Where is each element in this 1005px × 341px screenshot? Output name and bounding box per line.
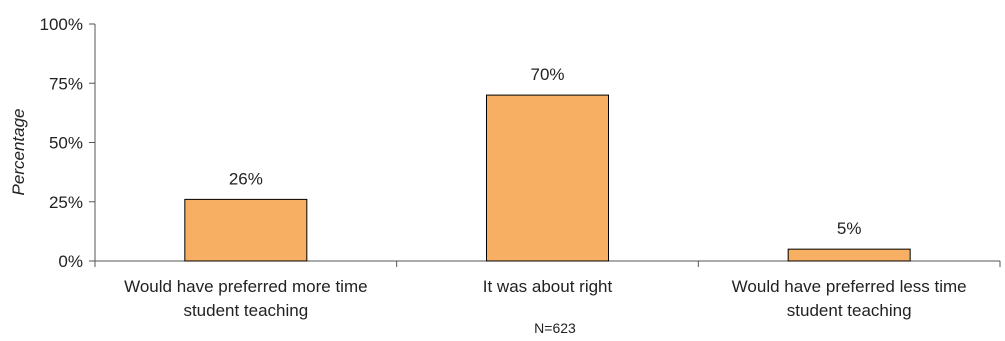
bar-value-label: 5% [837, 219, 862, 238]
bar-value-label: 70% [530, 65, 564, 84]
bar [787, 248, 911, 262]
y-tick-label: 100% [40, 15, 83, 34]
bar [486, 94, 609, 262]
y-tick-label: 25% [49, 193, 83, 212]
y-tick-label: 0% [58, 252, 83, 271]
bar [184, 198, 308, 262]
data-labels: 26% 70% 5% [229, 65, 862, 238]
x-axis: Would have preferred more time student te… [94, 260, 1001, 320]
bars [184, 94, 911, 262]
y-axis: 0% 25% 50% 75% 100% [40, 15, 96, 271]
y-tick-label: 50% [49, 134, 83, 153]
sample-size-note: N=623 [534, 320, 576, 336]
category-label: Would have preferred more time student te… [124, 277, 367, 320]
bar-value-label: 26% [229, 169, 263, 188]
y-axis-label: Percentage [9, 109, 28, 196]
category-label: It was about right [483, 277, 613, 296]
category-label: Would have preferred less time student te… [732, 277, 967, 320]
y-tick-label: 75% [49, 74, 83, 93]
